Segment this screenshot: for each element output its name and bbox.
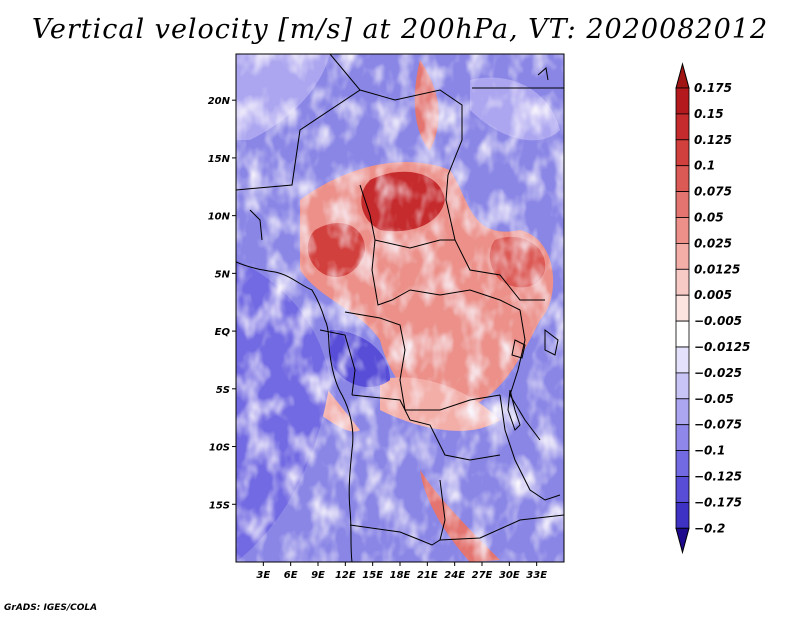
border-line [374,239,455,249]
border-line [445,174,545,301]
colorbar-min-arrow [675,527,690,555]
colorbar-level-label: 0.125 [694,133,732,147]
colorbar-level-label: 0.15 [694,107,724,121]
colorbar-swatch [675,139,690,167]
colorbar-swatch [675,191,690,218]
y-tick-label: 5N [215,269,231,280]
colorbar-level-label: 0.075 [694,185,732,199]
colorbar-swatch [675,165,690,192]
border-line [439,479,446,541]
colorbar-swatch [675,450,690,477]
x-tick-label: 3E [256,570,270,581]
coastline [236,261,354,562]
lake-outline [511,339,526,359]
plot-title: Vertical velocity [m/s] at 200hPa, VT: 2… [31,14,769,45]
x-tick-label: 18E [390,570,411,581]
colorbar-swatch [675,372,690,400]
colorbar-level-label: 0.005 [694,288,732,302]
x-tick-label: 15E [362,570,383,581]
colorbar-swatch [675,242,690,270]
country-boundaries [236,54,564,562]
colorbar-level-label: 0.0125 [694,262,740,276]
colorbar-level-label: −0.05 [694,392,734,406]
border-line [409,289,521,311]
colorbar-level-label: −0.2 [694,521,725,535]
colorbar-level-label: −0.075 [694,418,742,432]
colorbar-max-arrow [675,62,690,89]
x-tick-label: 33E [526,570,547,581]
y-tick-label: 15N [208,154,231,165]
colorbar-swatch [675,501,690,529]
colorbar-swatch [675,476,690,503]
border-line [351,394,501,461]
border-line [249,209,263,241]
y-tick-label: 10S [209,443,230,454]
border-line [319,329,356,396]
coastline [537,67,549,81]
y-tick-label: 5S [216,385,230,396]
colorbar-level-label: −0.125 [694,470,742,484]
colorbar-swatch [675,87,690,115]
border-line [349,514,564,546]
colorbar-swatch [675,294,690,322]
colorbar-swatch [675,113,690,141]
x-tick-label: 12E [335,570,356,581]
x-tick-label: 6E [284,570,298,581]
colorbar-level-label: −0.1 [694,444,725,458]
border-line [236,54,361,191]
border-line [509,309,541,441]
colorbar-level-label: −0.025 [694,366,742,380]
colorbar-level-label: 0.175 [694,81,732,95]
border-line [359,89,463,176]
colorbar-level-label: −0.005 [694,314,742,328]
y-tick-label: 10N [208,212,231,223]
border-line [499,394,561,501]
lake-outline [507,389,521,431]
colorbar-swatch [675,424,690,452]
colorbar-swatch [675,217,690,244]
y-tick-label: 15S [209,500,230,511]
lake-outline [544,328,559,356]
colorbar-level-label: 0.025 [694,236,732,250]
velocity-field [236,54,564,562]
colorbar: 0.175 0.15 0.125 0.1 0.075 0.05 0.025 0.0125 0.0… [675,62,750,555]
colorbar-level-label: −0.175 [694,495,742,509]
x-tick-label: 24E [444,570,465,581]
grads-credit: GrADS: IGES/COLA [4,603,98,613]
x-tick-label: 30E [499,570,520,581]
axis-ticks: 3E 6E 9E 12E 15E 18E 21E 24E 27E 30E 33E 20N 15N 10N 5… [208,96,548,581]
x-tick-label: 27E [472,570,493,581]
colorbar-level-label: 0.1 [694,159,715,173]
colorbar-swatch [675,268,690,296]
border-line [359,184,411,306]
colorbar-swatch [675,346,690,374]
x-tick-label: 21E [417,570,438,581]
colorbar-level-label: −0.0125 [694,340,750,354]
y-tick-label: 20N [208,96,231,107]
x-tick-label: 9E [311,570,325,581]
border-line [344,311,501,411]
colorbar-swatch [675,320,690,348]
field-texture [236,54,564,562]
y-tick-label: EQ [215,327,231,338]
colorbar-swatch [675,398,690,426]
colorbar-level-label: 0.05 [694,211,724,225]
